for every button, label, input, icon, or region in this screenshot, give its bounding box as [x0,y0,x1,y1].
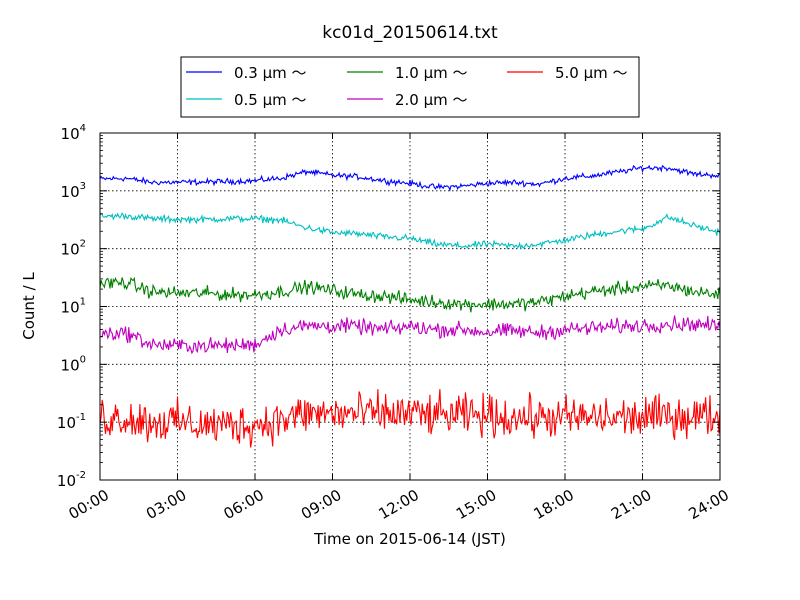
legend-entry-0: 0.3 μm ～ [186,64,307,82]
series-line-3 [99,315,721,355]
x-axis-label: Time on 2015-06-14 (JST) [313,530,506,548]
legend-entry-4: 5.0 μm ～ [507,64,628,82]
legend-entry-3: 2.0 μm ～ [347,91,468,109]
y-tick-label: 101 [61,297,86,317]
legend-label-2: 1.0 μm ～ [395,64,468,82]
legend-label-4: 5.0 μm ～ [555,64,628,82]
legend-box [180,56,640,118]
legend-entry-2: 1.0 μm ～ [347,64,468,82]
legend-entry-1: 0.5 μm ～ [186,91,307,109]
plot-series [99,164,721,448]
y-tick-label: 100 [61,354,86,374]
y-axis-label: Count / L [20,272,38,340]
y-tick-label: 104 [61,123,86,143]
y-axis-tick-labels: 10-2 10-1 100 101 102 103 104 [57,123,86,490]
series-line-2 [99,276,721,313]
series-line-4 [99,389,721,448]
legend-label-1: 0.5 μm ～ [234,91,307,109]
legend-label-0: 0.3 μm ～ [234,64,307,82]
chart-title: kc01d_20150614.txt [322,23,498,43]
axis-ticks [99,132,721,481]
legend: 0.3 μm ～ 0.5 μm ～ 1.0 μm ～ 2.0 μm ～ 5.0 … [180,56,640,118]
legend-label-3: 2.0 μm ～ [395,91,468,109]
y-tick-label: 103 [61,181,86,201]
series-line-1 [99,212,721,251]
y-tick-label: 10-1 [57,412,86,432]
series-line-0 [99,164,721,192]
y-tick-label: 102 [61,239,86,259]
y-tick-label: 10-2 [57,470,86,490]
